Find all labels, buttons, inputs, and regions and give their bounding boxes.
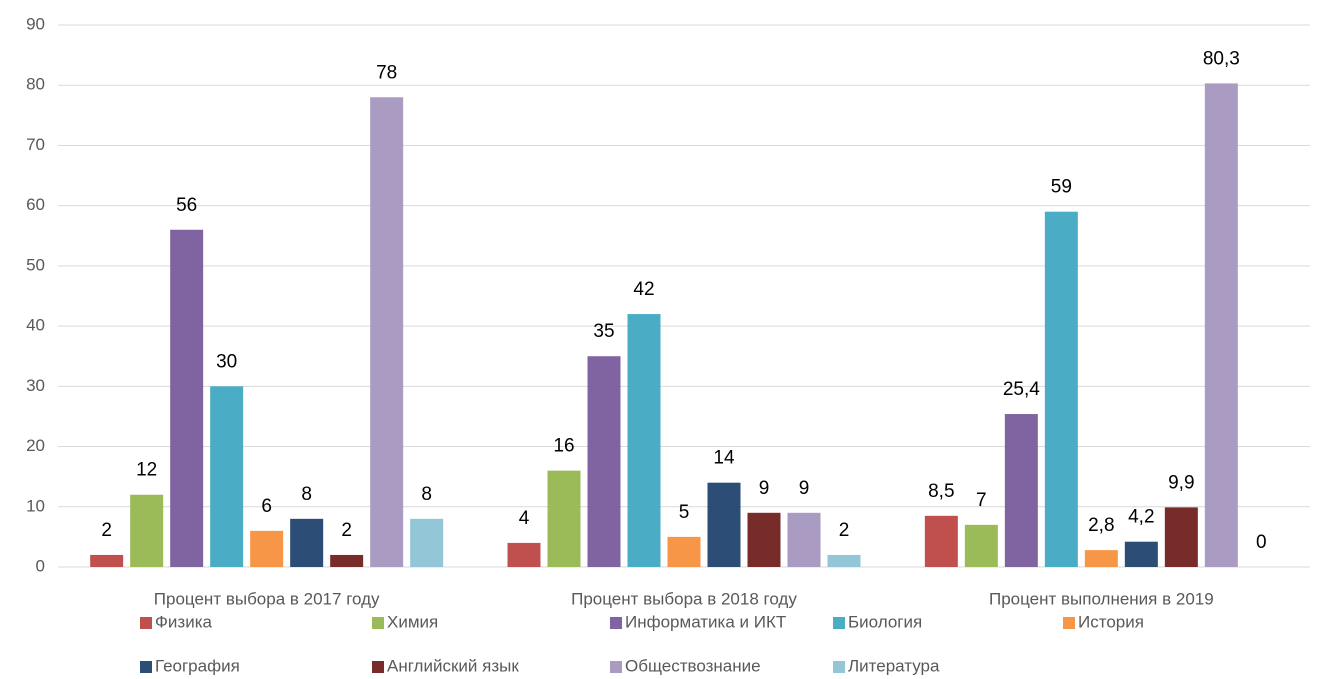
y-tick-label: 70 xyxy=(26,135,45,154)
legend-label: Обществознание xyxy=(625,656,761,675)
bar xyxy=(547,470,581,567)
data-label: 2 xyxy=(839,520,850,541)
data-label: 7 xyxy=(976,490,987,511)
data-label: 30 xyxy=(216,351,237,372)
legend-label: Информатика и ИКТ xyxy=(625,612,786,631)
bar xyxy=(1124,541,1158,567)
legend-swatch xyxy=(610,617,622,629)
bar xyxy=(410,518,444,567)
data-label: 25,4 xyxy=(1003,379,1040,400)
legend-swatch xyxy=(833,661,845,673)
bar xyxy=(210,386,244,567)
y-tick-label: 20 xyxy=(26,436,45,455)
bar xyxy=(250,530,284,567)
bar xyxy=(1044,211,1078,567)
y-tick-label: 30 xyxy=(26,376,45,395)
data-label: 80,3 xyxy=(1203,48,1240,69)
legend-label: История xyxy=(1078,612,1144,631)
legend-label: Химия xyxy=(387,612,438,631)
data-label: 12 xyxy=(136,460,157,481)
data-label: 9 xyxy=(759,478,770,499)
legend-swatch xyxy=(833,617,845,629)
data-label: 78 xyxy=(376,62,397,83)
y-tick-label: 90 xyxy=(26,14,45,33)
x-tick-label: Процент выполнения в 2019 xyxy=(989,589,1214,608)
data-label: 9 xyxy=(799,478,810,499)
bar xyxy=(290,518,324,567)
legend-swatch xyxy=(1063,617,1075,629)
bar xyxy=(1084,550,1118,567)
y-tick-label: 60 xyxy=(26,195,45,214)
bar xyxy=(1204,83,1238,567)
data-label: 8 xyxy=(301,484,312,505)
y-tick-label: 80 xyxy=(26,75,45,94)
data-label: 35 xyxy=(593,321,614,342)
legend-label: География xyxy=(155,656,240,675)
bar xyxy=(370,97,404,568)
bar xyxy=(924,515,958,567)
data-label: 16 xyxy=(553,436,574,457)
bar xyxy=(330,554,364,567)
data-label: 0 xyxy=(1256,532,1267,553)
data-label: 56 xyxy=(176,195,197,216)
bar xyxy=(587,356,621,567)
legend-label: Литература xyxy=(848,656,940,675)
data-label: 2,8 xyxy=(1088,515,1114,536)
bar xyxy=(667,536,701,567)
legend-swatch xyxy=(372,617,384,629)
legend-swatch xyxy=(140,617,152,629)
legend-label: Физика xyxy=(155,612,213,631)
bar xyxy=(130,494,164,567)
bar xyxy=(1004,414,1038,567)
data-label: 59 xyxy=(1051,177,1072,198)
legend-label: Английский язык xyxy=(387,656,519,675)
x-tick-label: Процент выбора в 2018 году xyxy=(571,589,797,608)
data-label: 14 xyxy=(713,448,735,469)
data-label: 2 xyxy=(341,520,352,541)
data-label: 4 xyxy=(519,508,530,529)
y-tick-label: 40 xyxy=(26,316,45,335)
bar xyxy=(964,524,998,567)
bar xyxy=(787,512,821,567)
data-label: 6 xyxy=(261,496,272,517)
bar xyxy=(507,542,541,567)
legend-swatch xyxy=(372,661,384,673)
data-label: 4,2 xyxy=(1128,507,1154,528)
data-label: 8 xyxy=(421,484,432,505)
bar xyxy=(627,314,661,567)
bar xyxy=(90,554,124,567)
legend-label: Биология xyxy=(848,612,922,631)
bar xyxy=(747,512,781,567)
bar xyxy=(707,482,741,567)
y-tick-label: 10 xyxy=(26,496,45,515)
bar xyxy=(1164,507,1198,567)
data-label: 2 xyxy=(101,520,112,541)
y-tick-label: 0 xyxy=(36,556,45,575)
data-label: 5 xyxy=(679,502,690,523)
bar xyxy=(827,554,861,567)
legend-swatch xyxy=(610,661,622,673)
x-tick-label: Процент выбора в 2017 году xyxy=(154,589,380,608)
data-label: 9,9 xyxy=(1168,472,1194,493)
data-label: 8,5 xyxy=(928,481,954,502)
legend-swatch xyxy=(140,661,152,673)
data-label: 42 xyxy=(633,279,654,300)
bar xyxy=(170,229,204,567)
y-tick-label: 50 xyxy=(26,255,45,274)
